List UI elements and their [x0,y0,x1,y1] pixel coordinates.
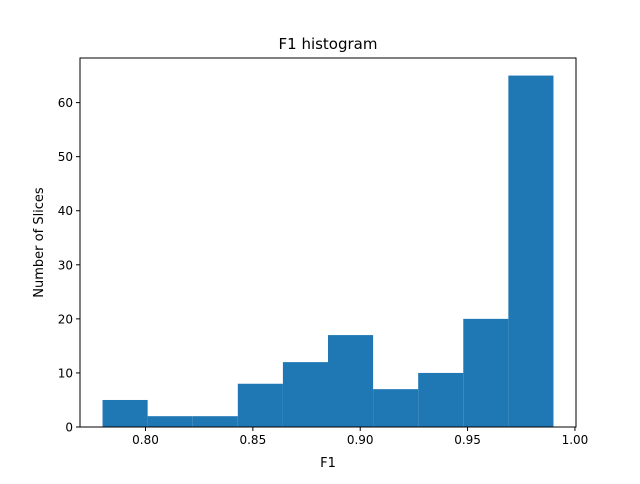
y-axis-ticks: 0 10 20 30 40 50 60 [58,96,80,435]
histogram-bar-3 [192,416,238,427]
x-axis-ticks: 0.80 0.85 0.90 0.95 1.00 [132,427,588,447]
x-tick-label: 0.95 [454,433,481,447]
y-tick-label: 40 [58,204,73,218]
y-tick-label: 60 [58,96,73,110]
chart-title: F1 histogram [279,35,378,53]
histogram-bar-8 [418,372,464,427]
y-tick-label: 30 [58,258,73,272]
y-tick-label: 0 [65,421,73,435]
x-tick-label: 0.80 [132,433,159,447]
y-tick-label: 20 [58,312,73,326]
axes-frame [79,57,577,428]
histogram-bar-7 [373,389,419,427]
histogram-bar-2 [147,416,193,427]
histogram-bar-4 [237,383,283,427]
y-tick-label: 50 [58,150,73,164]
x-tick-label: 0.85 [239,433,266,447]
x-axis-label: F1 [320,456,336,471]
histogram-bar-9 [463,318,509,427]
histogram-bar-6 [328,335,374,427]
histogram-bar-1 [102,399,148,427]
bars-group [102,75,554,428]
histogram-bar-5 [282,362,328,427]
x-tick-label: 1.00 [562,433,589,447]
histogram-bar-10 [508,75,554,428]
x-tick-label: 0.90 [347,433,374,447]
y-axis-label: Number of Slices [32,187,47,298]
y-tick-label: 10 [58,366,73,380]
